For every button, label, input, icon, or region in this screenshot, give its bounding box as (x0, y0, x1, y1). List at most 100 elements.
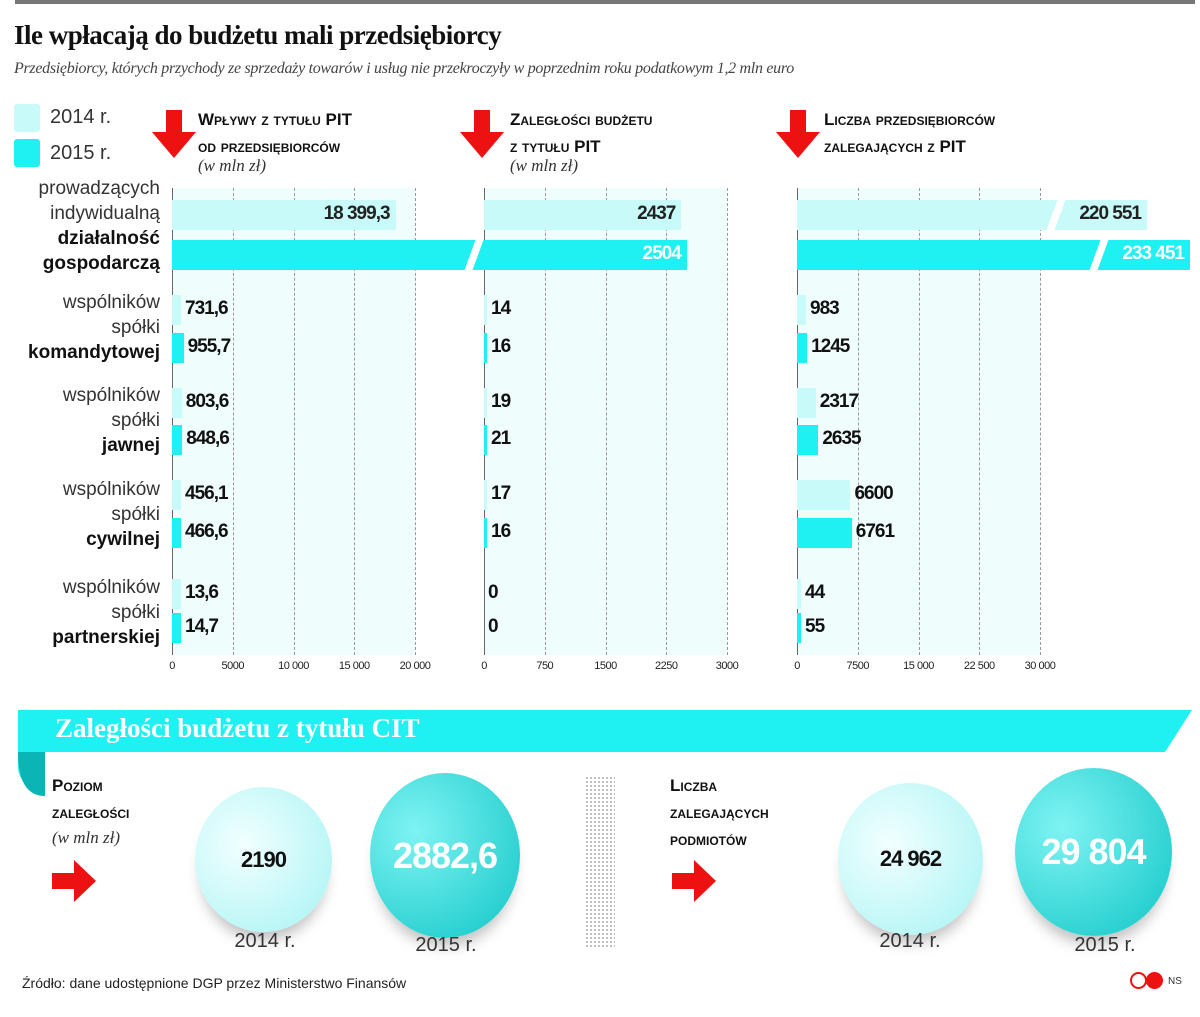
cit-level-title: Poziom zaległości (52, 772, 129, 826)
arrow-right-icon (52, 860, 96, 902)
source-note: Źródło: dane udostępnione DGP przez Mini… (22, 975, 407, 991)
data-label: 14 (491, 298, 511, 319)
data-label: 2635 (822, 428, 861, 449)
category-label-line: wspólników (62, 577, 160, 598)
chart-title-line: od przedsiębiorców (198, 137, 341, 156)
bar-2015r (172, 518, 181, 548)
bar-2014r (172, 295, 181, 325)
data-label: 848,6 (186, 428, 230, 449)
category-label-line: spółki (111, 410, 160, 431)
bar-2015r (484, 425, 487, 455)
category-label: wspólników spółki cywilnej (63, 477, 160, 552)
category-label-line: indywidualną (50, 203, 160, 224)
bar-2014r (172, 388, 182, 418)
bar-2014r (172, 579, 181, 609)
chart-title-line: z tytułu PIT (510, 137, 601, 156)
year-label: 2015 r. (415, 934, 477, 956)
circle-level-2015: 2882,6 (370, 773, 520, 938)
cit-count-title: Liczba zalegających podmiotów (670, 772, 769, 853)
cit-count-title-line: Liczba (670, 776, 718, 795)
bar-2014r (172, 200, 396, 230)
year-label: 2014 r. (234, 930, 296, 952)
bar-2015r (484, 333, 487, 363)
data-label: 16 (491, 521, 511, 542)
bar-2014r (797, 388, 816, 418)
data-label: 21 (491, 428, 511, 449)
data-label: 983 (810, 298, 840, 319)
data-label: 6600 (854, 483, 893, 504)
legend-swatch-2014 (14, 104, 40, 132)
chart-title: Zaległości budżetu z tytułu PIT (510, 106, 652, 160)
gridline (544, 188, 546, 655)
bar-2014r (797, 200, 1147, 230)
x-tick-label: 15 000 (338, 660, 370, 672)
data-label: 1245 (811, 336, 850, 357)
cit-level-title-line: zaległości (52, 803, 130, 822)
bar-2015r (484, 240, 687, 270)
category-label-line: wspólników (62, 292, 160, 313)
data-label: 955,7 (187, 336, 232, 357)
circle-count-2015: 29 804 (1015, 768, 1172, 936)
bar-2015r (172, 333, 184, 363)
category-label-line: wspólników (62, 479, 160, 500)
x-tick-label: 2250 (655, 660, 678, 672)
data-label: 2317 (819, 391, 859, 412)
data-label: 0 (488, 616, 499, 637)
bar-2015r (172, 425, 183, 455)
bar-2015r (797, 240, 1190, 270)
data-label: 731,6 (185, 298, 229, 319)
x-tick-label: 20 000 (399, 660, 431, 672)
legend-label-2014: 2014 r. (50, 106, 112, 128)
x-tick-label: 0 (481, 660, 487, 672)
category-label-line-bold: jawnej (101, 435, 160, 456)
cit-banner-title: Zaległości budżetu z tytułu CIT (55, 713, 420, 743)
cit-banner (18, 710, 1192, 796)
top-rule (15, 0, 1195, 4)
data-label: 19 (491, 391, 511, 412)
y-axis-line (797, 188, 798, 655)
data-label: 55 (805, 616, 825, 637)
circle-count-2014: 24 962 (838, 783, 983, 935)
category-label: wspólników spółki komandytowej (28, 290, 160, 365)
chart-unit: (w mln zł) (510, 156, 578, 175)
legend-label-2015: 2015 r. (50, 142, 112, 164)
arrow-down-icon (152, 110, 196, 158)
page-title: Ile wpłacają do budżetu mali przedsiębio… (14, 20, 502, 50)
gridline (415, 188, 416, 655)
data-label: 2437 (637, 203, 676, 224)
category-label-line-bold: komandytowej (28, 342, 160, 363)
arrow-down-icon (460, 110, 504, 158)
data-label: 2504 (642, 243, 682, 264)
category-label-line: wspólników (62, 385, 160, 406)
bar-2015r (797, 333, 808, 363)
x-tick-label: 22 500 (963, 660, 995, 672)
bar-2014r (797, 579, 801, 609)
category-label: wspólników spółki jawnej (63, 383, 160, 458)
cit-count-title-line: podmiotów (670, 830, 747, 849)
dotted-divider (585, 776, 615, 948)
data-label: 466,6 (185, 521, 229, 542)
category-label-line-bold: gospodarczą (42, 253, 160, 274)
x-tick-label: 0 (169, 660, 175, 672)
x-tick-label: 5000 (221, 660, 245, 672)
arrow-right-icon (672, 860, 716, 902)
bar-2014r (484, 480, 487, 510)
category-label-line-bold: partnerskiej (52, 627, 160, 648)
data-label: 803,6 (185, 391, 230, 412)
x-tick-label: 3000 (715, 660, 739, 672)
category-label-line-bold: cywilnej (86, 529, 160, 550)
data-label: 18 399,3 (323, 203, 391, 224)
data-label: 220 551 (1079, 203, 1142, 224)
arrow-down-icon (776, 110, 820, 158)
bar-2014r (484, 200, 682, 230)
y-axis-line (172, 188, 173, 655)
chart-title-line: zalegających z PIT (824, 137, 966, 156)
author-credit: NS (1168, 976, 1182, 987)
bar-2015r (797, 613, 801, 643)
year-label: 2014 r. (879, 930, 941, 952)
x-tick-label: 1500 (594, 660, 617, 672)
year-label: 2015 r. (1074, 934, 1136, 956)
publisher-logo (1130, 972, 1147, 989)
circle-level-2014: 2190 (195, 787, 332, 932)
data-label: 13,6 (185, 582, 219, 603)
